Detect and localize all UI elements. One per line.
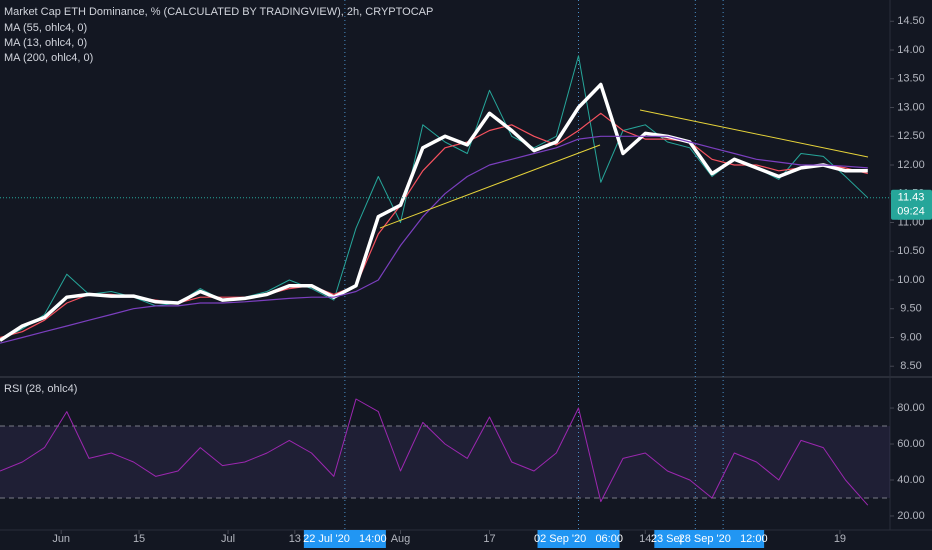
x-tick-label: 15: [133, 533, 145, 545]
legend-entry: MA (13, ohlc4, 0): [4, 37, 87, 49]
trend-line: [379, 144, 601, 229]
legend-entry: MA (55, ohlc4, 0): [4, 22, 87, 34]
x-tick-label: Jun: [52, 533, 70, 545]
legend-entry: MA (200, ohlc4, 0): [4, 52, 93, 64]
rsi-band: [0, 426, 890, 498]
plot-layer: [0, 0, 894, 534]
last-price-box: [891, 189, 932, 220]
x-tick-label: 19: [834, 533, 846, 545]
series-line: [0, 82, 868, 342]
rsi-title: RSI (28, ohlc4): [4, 383, 77, 395]
y-tick-label: 9.00: [900, 331, 921, 343]
y-tick-label: 13.00: [897, 101, 925, 113]
y-tick-label: 60.00: [897, 438, 925, 450]
x-tick-label: 17: [483, 533, 495, 545]
time-label: 28 Sep '20 12:00: [679, 533, 768, 545]
y-tick-label: 13.50: [897, 73, 925, 85]
y-tick-label: 12.00: [897, 159, 925, 171]
time-label-box: [537, 530, 620, 548]
x-tick-label: Aug: [391, 533, 411, 545]
series-line: [0, 398, 869, 506]
y-tick-label: 12.50: [897, 130, 925, 142]
y-tick-label: 10.50: [897, 245, 925, 257]
y-tick-label: 10.00: [897, 274, 925, 286]
chart-title: Market Cap ETH Dominance, % (CALCULATED …: [4, 6, 433, 18]
y-tick-label: 20.00: [897, 510, 925, 522]
x-tick-label: Jul: [221, 533, 235, 545]
series-line: [0, 135, 868, 344]
countdown-label: 09:24: [897, 206, 925, 218]
y-tick-label: 40.00: [897, 474, 925, 486]
x-tick-label: 13: [289, 533, 301, 545]
last-price-label: 11.43: [898, 192, 925, 204]
y-tick-label: 14.50: [897, 15, 925, 27]
y-tick-label: 14.00: [897, 44, 925, 56]
time-label-box: [682, 530, 765, 548]
time-label-box: [303, 530, 386, 548]
y-tick-label: 9.50: [900, 303, 921, 315]
time-label: 02 Sep '20 06:00: [534, 533, 623, 545]
y-tick-label: 80.00: [897, 402, 925, 414]
y-tick-label: 8.50: [900, 360, 921, 372]
time-label: 22 Jul '20 14:00: [303, 533, 386, 545]
x-tick-label: 14: [639, 533, 651, 545]
trend-line: [639, 109, 869, 158]
